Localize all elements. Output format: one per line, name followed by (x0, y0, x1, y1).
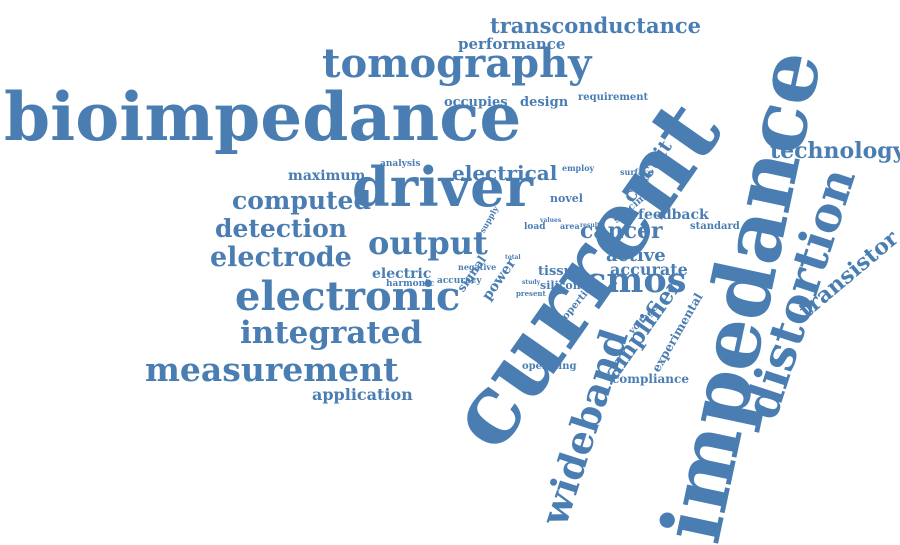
word: harmonic (386, 279, 435, 289)
word: area (560, 221, 580, 231)
word: load (524, 222, 546, 232)
word: computed (232, 186, 371, 215)
word: cmos (585, 260, 687, 301)
word: employ (562, 163, 595, 173)
word: values (540, 217, 562, 224)
word: novel (550, 192, 583, 205)
word: tissue (538, 264, 582, 279)
word: feedback (638, 207, 709, 223)
word: design (520, 95, 569, 110)
word: integrated (240, 315, 423, 351)
word: application (312, 385, 413, 404)
word: cancer (580, 218, 663, 244)
word: negative (458, 262, 497, 272)
word: standard (690, 221, 740, 232)
word: analysis (380, 159, 421, 169)
word: electrical (452, 161, 558, 185)
word: detection (215, 214, 347, 243)
word: driver (352, 155, 533, 219)
word: bioimpedance (4, 78, 522, 156)
word: occupies (444, 95, 508, 110)
word: compliance (612, 372, 689, 386)
word: electric (372, 266, 432, 282)
word: result (580, 222, 600, 229)
word: present (516, 289, 546, 298)
word: technology (770, 138, 900, 164)
word: requirement (578, 92, 649, 103)
word: transconductance (490, 13, 701, 38)
word: electrode (210, 242, 352, 273)
word: electronic (235, 273, 461, 320)
word: surface (620, 167, 654, 177)
word: tomography (322, 40, 592, 87)
word: accurate (610, 260, 688, 279)
word: active (606, 245, 666, 266)
word: study (522, 279, 541, 286)
word: total (505, 254, 521, 261)
word: maximum (288, 168, 366, 184)
word: output (368, 224, 488, 262)
word: silicon (540, 279, 581, 292)
word: accuracy (437, 276, 482, 286)
word: measurement (145, 350, 399, 389)
word: performance (458, 35, 566, 53)
word: operating (522, 361, 577, 372)
